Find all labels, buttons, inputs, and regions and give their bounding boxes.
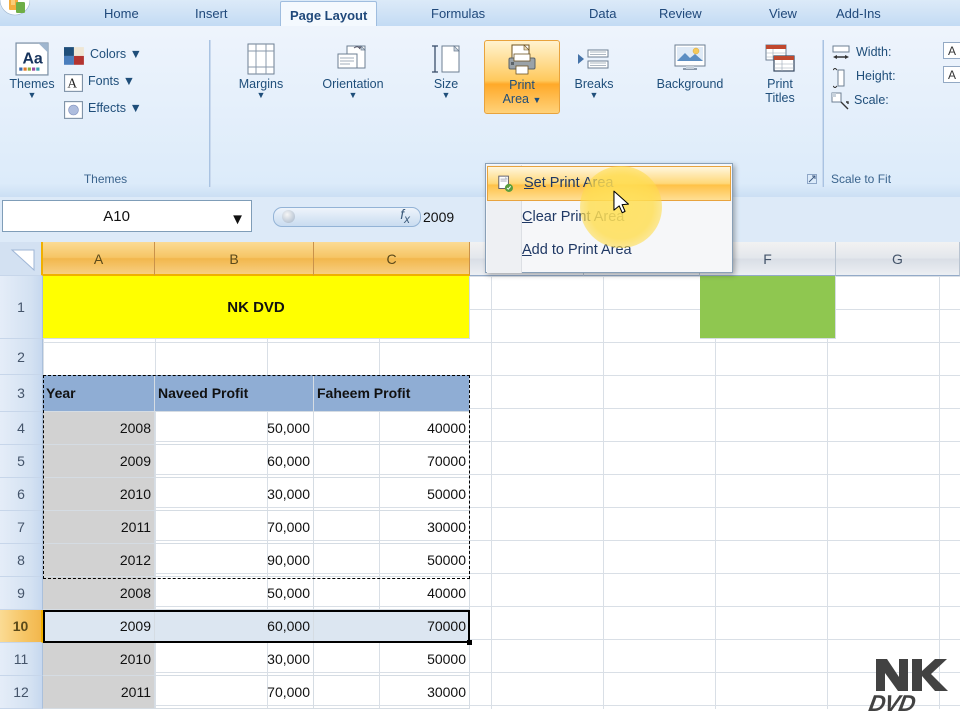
- svg-text:Aa: Aa: [22, 50, 42, 67]
- svg-text:DVD: DVD: [867, 690, 918, 715]
- svg-text:A: A: [67, 75, 77, 90]
